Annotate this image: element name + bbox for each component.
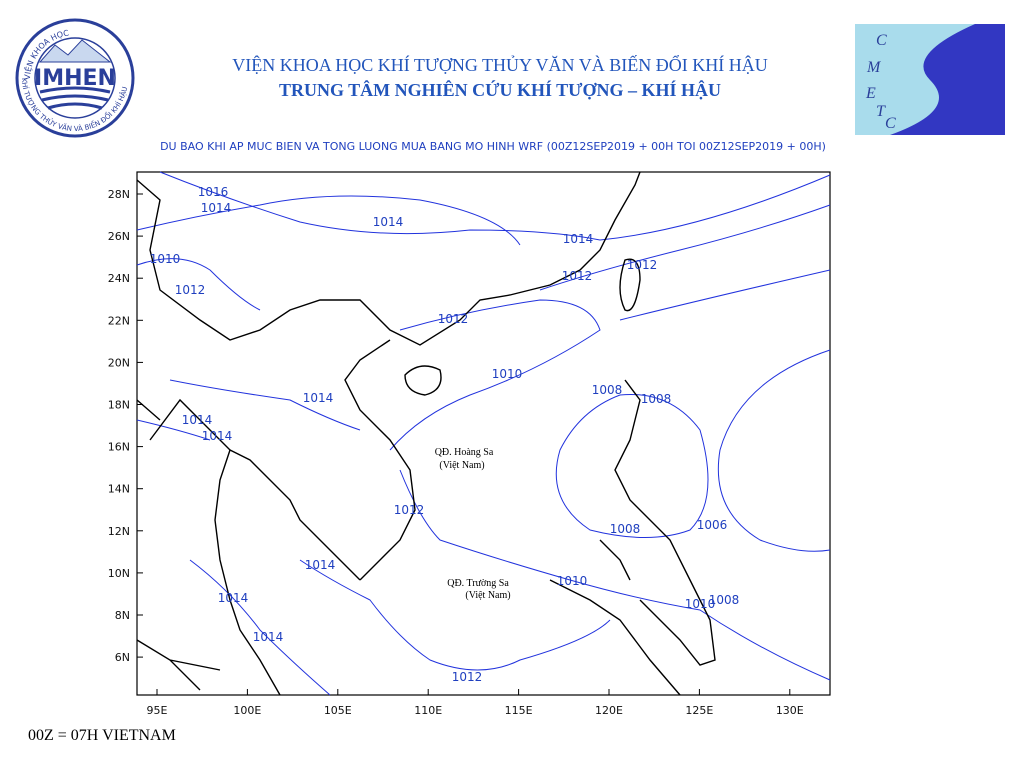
logo-letter: C <box>876 32 887 49</box>
lat-label: 18N <box>108 399 130 412</box>
contour-label: 1012 <box>562 269 593 283</box>
lat-label: 16N <box>108 441 130 454</box>
lat-label: 22N <box>108 314 130 327</box>
contour-label: 1014 <box>253 630 284 644</box>
lat-label: 24N <box>108 272 130 285</box>
lat-label: 6N <box>115 651 130 664</box>
contour-label: 1014 <box>182 413 213 427</box>
lat-label: 8N <box>115 609 130 622</box>
contour-label: 1006 <box>697 518 728 532</box>
contour-label: 1008 <box>709 593 740 607</box>
contour-label: 1010 <box>492 367 523 381</box>
map: 28N 26N 24N 22N 20N 18N 16N 14N 12N 10N 8N 6N 95E 100… <box>108 171 831 717</box>
place-label: QĐ. Trường Sa <box>447 578 509 589</box>
contour-label: 1012 <box>394 503 425 517</box>
contour-label: 1012 <box>438 312 469 326</box>
institute-title: VIỆN KHOA HỌC KHÍ TƯỢNG THỦY VĂN VÀ BIẾN… <box>232 54 767 75</box>
contour-label: 1010 <box>685 597 716 611</box>
logo-letter: C <box>885 115 896 132</box>
contour-label: 1014 <box>303 391 334 405</box>
lon-label: 120E <box>595 704 623 717</box>
contour-label: 1012 <box>175 283 206 297</box>
contour-label: 1008 <box>641 392 672 406</box>
contour-label: 1012 <box>452 670 483 684</box>
lon-label: 110E <box>414 704 442 717</box>
contour-label: 1014 <box>373 215 404 229</box>
logo-letter: M <box>866 59 882 76</box>
lat-label: 10N <box>108 567 130 580</box>
contour-label: 1014 <box>202 429 233 443</box>
contour-label: 1010 <box>150 252 181 266</box>
contour-label: 1014 <box>563 232 594 246</box>
center-title: TRUNG TÂM NGHIÊN CỨU KHÍ TƯỢNG – KHÍ HẬU <box>279 79 721 100</box>
contour-label: 1008 <box>592 383 623 397</box>
contour-label: 1014 <box>218 591 249 605</box>
contour-label: 1014 <box>305 558 336 572</box>
place-label: (Việt Nam) <box>439 460 484 471</box>
lat-label: 20N <box>108 356 130 369</box>
lon-label: 115E <box>505 704 533 717</box>
lat-label: 12N <box>108 525 130 538</box>
lon-label: 130E <box>776 704 804 717</box>
logo-letter: E <box>865 85 876 102</box>
lat-label: 14N <box>108 483 130 496</box>
logo-name: IMHEN <box>34 66 116 91</box>
footer-note: 00Z = 07H VIETNAM <box>28 727 176 744</box>
contour-label: 1016 <box>198 185 229 199</box>
contour-label: 1010 <box>557 574 588 588</box>
logo-imhen: IMHEN VIỆN KHOA HỌC KHÍ TƯỢNG THỦY VĂN V… <box>15 18 135 138</box>
place-label: QĐ. Hoàng Sa <box>435 447 494 458</box>
map-title: DU BAO KHI AP MUC BIEN VA TONG LUONG MUA… <box>160 140 826 153</box>
lat-label: 26N <box>108 230 130 243</box>
lon-label: 105E <box>324 704 352 717</box>
lon-label: 100E <box>233 704 261 717</box>
lat-label: 28N <box>108 188 130 201</box>
contour-label: 1012 <box>627 258 658 272</box>
contour-label: 1008 <box>610 522 641 536</box>
lon-label: 125E <box>685 704 713 717</box>
lon-label: 95E <box>147 704 168 717</box>
place-label: (Việt Nam) <box>465 590 510 601</box>
contour-label: 1014 <box>201 201 232 215</box>
logo-letter: T <box>876 103 886 120</box>
